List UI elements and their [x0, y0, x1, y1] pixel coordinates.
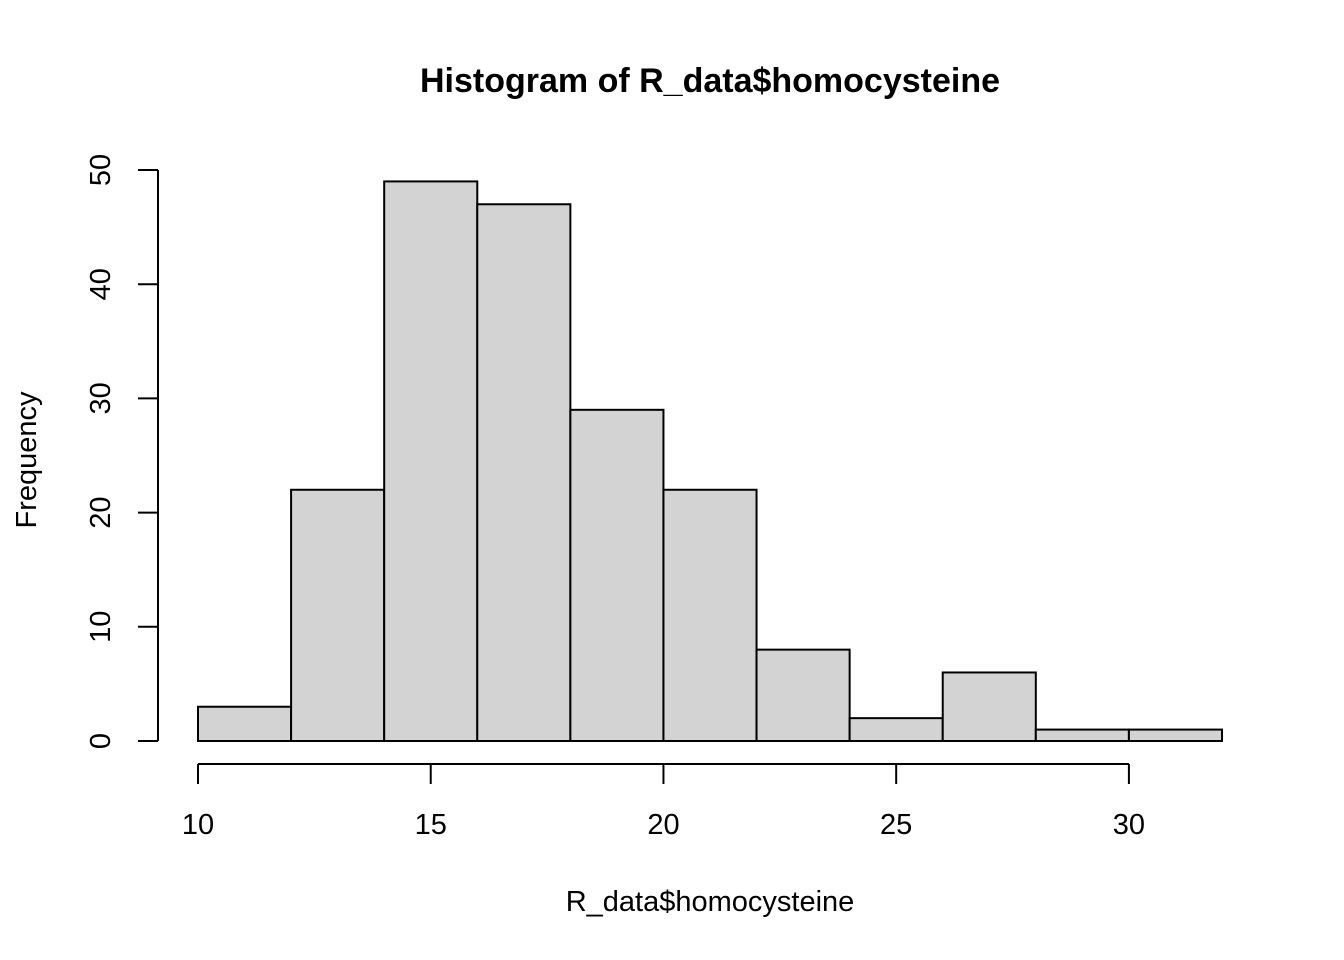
x-tick-label: 30 [1113, 809, 1145, 841]
y-axis: 0 10 20 30 40 50 [85, 154, 159, 749]
histogram-bar [197, 705, 293, 742]
x-tick-label: 10 [182, 809, 214, 841]
histogram-bar [383, 180, 479, 743]
histogram-bar [1034, 728, 1130, 743]
x-tick-label: 25 [880, 809, 912, 841]
y-tick-label: 20 [85, 496, 117, 528]
histogram-bar [755, 648, 851, 743]
x-tick-label: 20 [647, 809, 679, 841]
y-tick-label: 50 [85, 154, 117, 186]
histogram-bar [290, 488, 386, 743]
bars-group [197, 180, 1223, 743]
histogram-bar [941, 671, 1037, 742]
x-tick-label: 15 [415, 809, 447, 841]
y-axis-label: Frequency [11, 391, 43, 529]
y-tick-label: 40 [85, 268, 117, 300]
chart-title: Histogram of R_data$homocysteine [420, 62, 1000, 100]
y-tick-label: 0 [85, 733, 117, 749]
histogram-bar [662, 488, 758, 743]
x-axis: 10 15 20 25 30 [182, 763, 1145, 841]
histogram-bar [1127, 728, 1223, 743]
histogram-bar [848, 717, 944, 742]
histogram-bar [569, 408, 665, 742]
y-tick-label: 30 [85, 382, 117, 414]
histogram-bar [476, 203, 572, 742]
x-axis-label: R_data$homocysteine [566, 886, 855, 918]
y-tick-label: 10 [85, 611, 117, 643]
